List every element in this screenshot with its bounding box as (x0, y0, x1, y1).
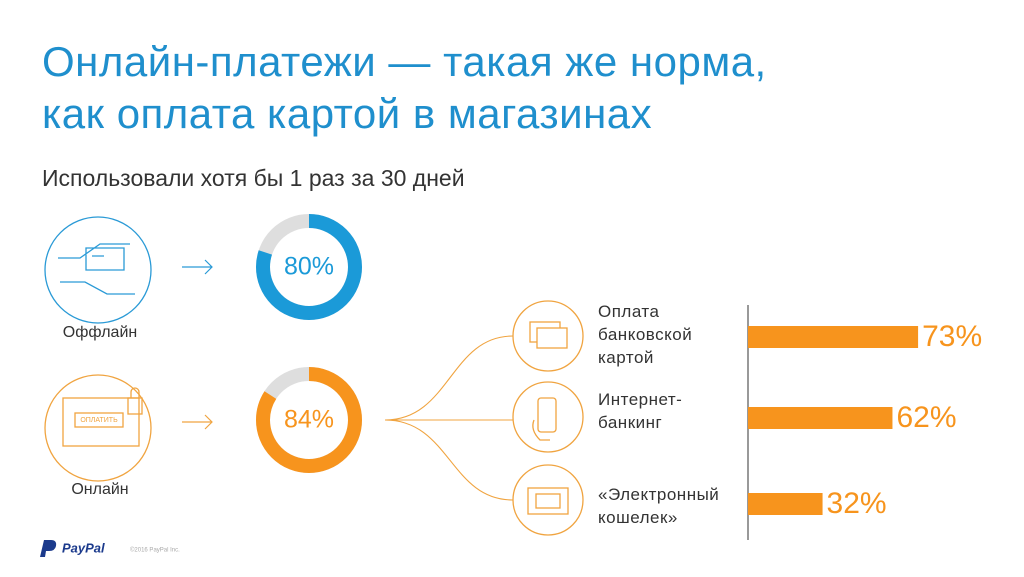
bar-value-label: 73% (922, 320, 982, 353)
donut-segment (256, 367, 362, 473)
category-label: Оффлайн (63, 324, 137, 341)
bar-category: Оплата банковской картой (598, 302, 693, 367)
footer-copyright: ©2016 PayPal Inc. (130, 547, 180, 554)
bar-category: «Электронный кошелек» (598, 485, 720, 527)
bar (748, 407, 893, 429)
title-line: как оплата картой в магазинах (42, 90, 653, 137)
bar-value-label: 62% (896, 401, 956, 434)
arrow (182, 259, 213, 275)
online-icon (44, 374, 152, 482)
category-icons (512, 300, 584, 536)
donut-label: 84% (284, 406, 334, 434)
arrow (182, 414, 213, 430)
offline-icon (44, 216, 152, 324)
category-label: Онлайн (71, 481, 128, 498)
icon-button-label: ОПЛАТИТЬ (80, 417, 118, 424)
bar (748, 493, 823, 515)
bar-value-label: 32% (827, 487, 887, 520)
paypal-mark (40, 540, 57, 557)
bar-category: Интернет-банкинг (598, 390, 683, 432)
subtitle: Использовали хотя бы 1 раз за 30 дней (42, 165, 465, 191)
title-line: Онлайн-платежи — такая же норма, (42, 38, 767, 85)
donut-segment (256, 214, 362, 320)
footer-logo: PayPal (62, 540, 105, 555)
connectors (384, 335, 514, 501)
donut-label: 80% (284, 253, 334, 281)
bar (748, 326, 919, 348)
